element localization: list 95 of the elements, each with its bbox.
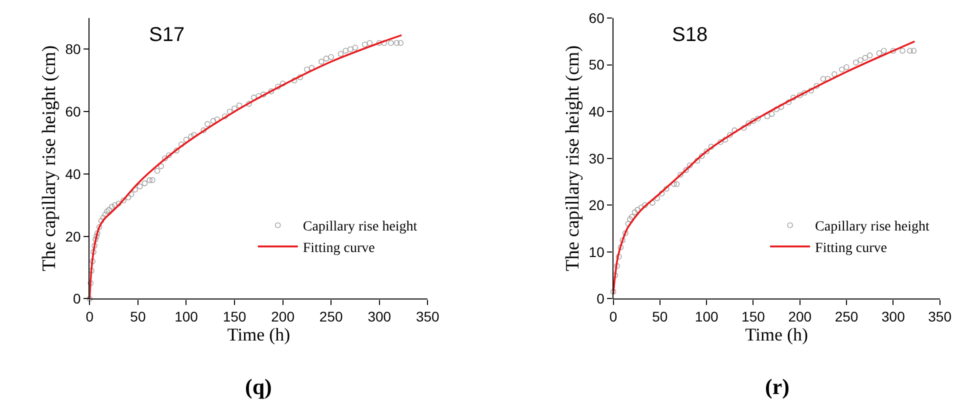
legend-label: Fitting curve (302, 240, 375, 256)
point (764, 113, 770, 120)
y-tick-label: 0 (72, 290, 81, 307)
annotation: S17 (149, 24, 185, 46)
point (704, 148, 710, 154)
point (774, 106, 780, 112)
point (768, 111, 775, 117)
x-tick-label: 200 (788, 308, 812, 325)
annotation: S18 (672, 24, 708, 46)
point (732, 127, 738, 134)
point (722, 136, 728, 143)
point (622, 230, 628, 236)
point (625, 220, 632, 227)
point (778, 104, 784, 110)
x-tick-label: 300 (368, 308, 392, 325)
x-tick-label: 300 (881, 308, 906, 325)
point (678, 172, 684, 178)
y-tick-label: 50 (588, 56, 605, 73)
point (718, 139, 724, 145)
point (627, 216, 633, 222)
point (629, 214, 635, 220)
point (632, 209, 638, 216)
point (900, 48, 906, 54)
text: (r) (765, 374, 790, 399)
x-tick-label: 0 (86, 308, 94, 325)
point (654, 195, 660, 202)
x-tick-label: 0 (609, 308, 618, 325)
y-tick-label: 40 (65, 166, 81, 182)
x-tick-label: 100 (174, 308, 198, 325)
point (658, 190, 665, 196)
x-tick-label: 250 (834, 308, 858, 325)
point (790, 94, 796, 100)
x-tick-label: 150 (742, 308, 766, 325)
y-tick-label: 0 (596, 290, 605, 307)
point (876, 50, 882, 56)
point (786, 99, 792, 106)
x-axis-title: Time (h) (745, 324, 808, 345)
point (674, 181, 680, 188)
legend-label: Capillary rise height (815, 220, 930, 235)
y-tick-label: 30 (588, 150, 605, 166)
x-tick-label: 250 (319, 308, 343, 325)
point (852, 60, 859, 66)
point (858, 57, 864, 64)
point (740, 125, 747, 131)
y-axis-title: The capillary rise height (cm) (39, 45, 60, 272)
point (683, 167, 689, 173)
x-tick-label: 350 (928, 308, 952, 325)
point (664, 186, 670, 192)
point (620, 237, 626, 244)
point (614, 263, 620, 269)
point (686, 162, 693, 168)
legend-label: Fitting curve (815, 240, 887, 256)
x-tick-label: 150 (222, 308, 246, 325)
point (907, 48, 913, 54)
point (802, 90, 808, 96)
point (844, 64, 850, 70)
y-tick-label: 40 (588, 103, 605, 120)
point (862, 54, 868, 61)
point (699, 153, 705, 159)
point (727, 132, 733, 138)
point (796, 92, 803, 98)
point (808, 88, 814, 94)
text: (q) (245, 374, 272, 399)
y-axis-title: The capillary rise height (cm) (562, 45, 584, 272)
point (754, 116, 761, 122)
point (694, 158, 700, 164)
point (708, 144, 714, 150)
point (866, 52, 873, 58)
y-tick-label: 60 (65, 103, 81, 120)
y-tick-label: 20 (588, 197, 605, 214)
x-tick-label: 50 (130, 308, 146, 325)
point (618, 244, 624, 250)
x-tick-label: 350 (416, 308, 440, 325)
point (880, 48, 887, 54)
point (910, 48, 917, 54)
point (814, 82, 820, 89)
x-tick-label: 50 (652, 308, 668, 325)
point (838, 66, 845, 72)
x-axis-title: Time (h) (227, 324, 290, 345)
point (746, 120, 752, 126)
point (612, 272, 618, 278)
x-tick-label: 100 (694, 308, 718, 325)
y-tick-label: 80 (65, 41, 81, 58)
y-tick-label: 10 (588, 244, 605, 260)
point (890, 48, 896, 54)
point (750, 118, 756, 124)
point (610, 288, 616, 295)
point (820, 76, 826, 82)
y-tick-label: 20 (65, 228, 81, 244)
point (831, 71, 838, 78)
x-tick-label: 200 (271, 308, 295, 325)
y-tick-label: 60 (588, 10, 605, 26)
point (642, 202, 648, 208)
legend-label: Capillary rise height (302, 220, 418, 235)
point (616, 254, 622, 260)
